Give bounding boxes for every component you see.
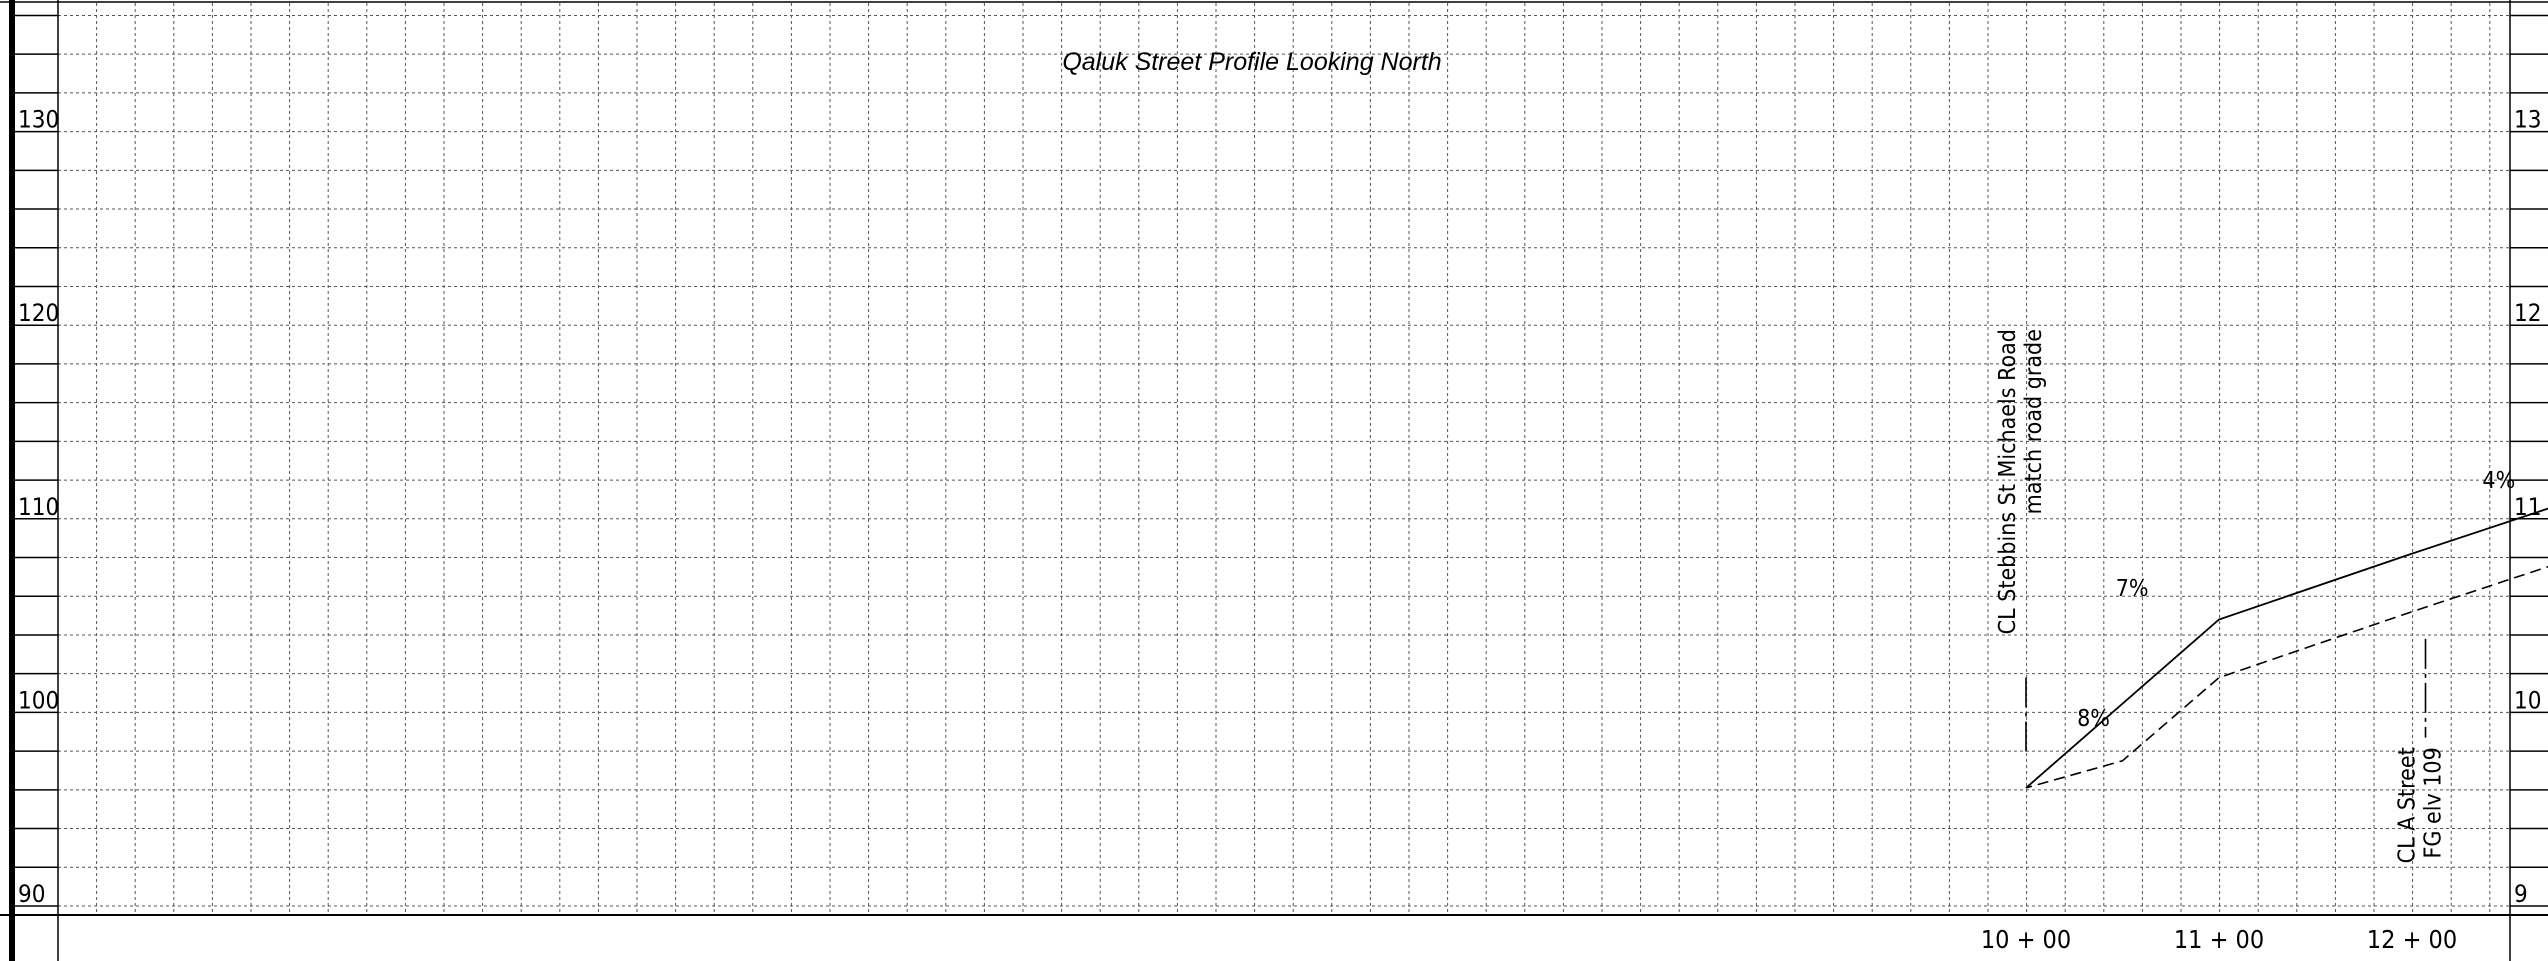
callout-label-a-street: FG elv 109 [2421,747,2447,858]
ruler-ticks [15,14,2548,907]
station-labels: 18 + 0017 + 0016 + 0015 + 0014 + 0013 + … [1981,925,2457,954]
elevation-labels: 130 13 120 12 110 11 100 10 90 9 [18,106,2541,908]
slope-label: 8% [2077,706,2110,732]
callout-label-stebbins: match road grade [2021,329,2047,514]
elevation-label-left: 130 [18,106,59,134]
elevation-label-left: 100 [18,686,59,714]
elevation-label-right: 12 [2514,299,2541,327]
station-label: 12 + 00 [2367,925,2457,954]
elevation-label-left: 90 [18,880,45,908]
elevation-label-right: 10 [2514,686,2541,714]
drawing-title: Qaluk Street Profile Looking North [1062,48,1441,76]
elevation-label-right: 9 [2514,880,2528,908]
elevation-label-right: 13 [2514,106,2541,134]
left-border-bar [9,0,15,961]
callout-label-a-street: CL A Street [2395,747,2421,863]
callout-label-stebbins: CL Stebbins St Michaels Road [1995,329,2021,634]
slope-labels: 5%1%0.4%2%3.5%4%7%8% [2077,468,2515,732]
elevation-label-left: 120 [18,299,59,327]
station-label: 11 + 00 [2174,925,2264,954]
grid [57,3,2510,915]
elevation-label-right: 11 [2514,493,2541,521]
finished-grade-line [2025,507,2548,789]
elevation-label-left: 110 [18,493,59,521]
slope-label: 4% [2482,468,2515,494]
station-label: 10 + 00 [1981,925,2071,954]
slope-label: 7% [2116,576,2149,602]
